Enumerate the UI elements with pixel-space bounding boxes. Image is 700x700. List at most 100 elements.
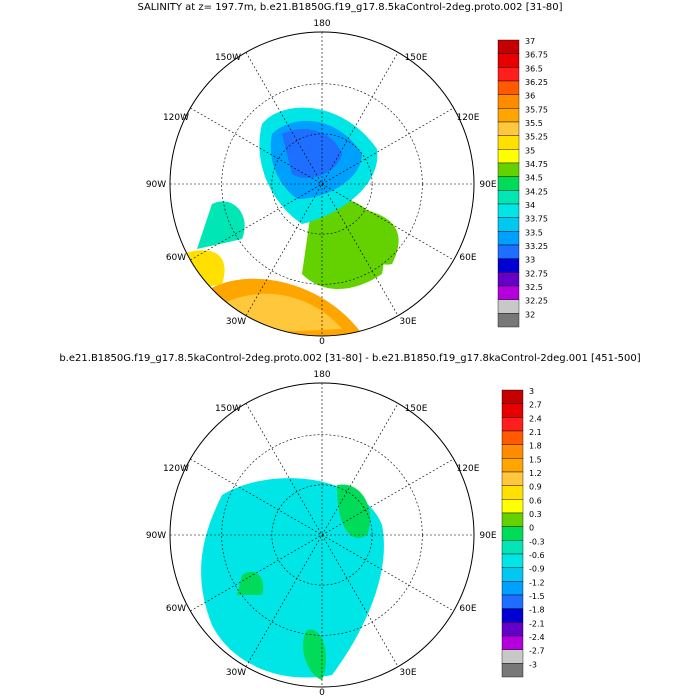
difference-positive-region xyxy=(337,484,371,538)
longitude-label-top-left: 150W xyxy=(215,404,241,414)
legend-swatch xyxy=(501,526,524,541)
legend-swatch xyxy=(501,553,524,568)
legend-swatch xyxy=(497,176,520,191)
map-title-salinity: SALINITY at z= 197.7m, b.e21.B1850G.f19_… xyxy=(137,2,563,13)
map-frame xyxy=(169,31,475,337)
longitude-label-top-right: 150E xyxy=(405,404,428,414)
legend-colorbar xyxy=(501,389,524,678)
legend-swatch xyxy=(497,217,520,232)
legend-swatch xyxy=(501,608,524,623)
legend-tick-label: 36 xyxy=(525,92,535,101)
difference-positive-atlantic xyxy=(302,629,327,680)
legend-swatch xyxy=(501,663,524,678)
graticule xyxy=(170,32,474,336)
legend-swatch xyxy=(497,258,520,273)
difference-negative-region xyxy=(201,478,384,678)
longitude-label-upper-right: 120E xyxy=(457,113,480,123)
longitude-label-bottom: 0 xyxy=(319,688,325,698)
baffin-region xyxy=(197,201,245,249)
legend-tick-label: 33.5 xyxy=(525,228,543,237)
legend-tick-label: 33.75 xyxy=(525,215,548,224)
legend-tick-label: 35.5 xyxy=(525,119,543,128)
legend-swatch xyxy=(497,149,520,164)
meridian-line xyxy=(245,52,399,316)
legend-swatch xyxy=(501,471,524,486)
legend-swatch xyxy=(501,417,524,432)
legend-swatch xyxy=(501,485,524,500)
legend-tick-label: 32.5 xyxy=(525,283,543,292)
polar-map-salinity: 180 150W 150E 120W 120E 90W 90E 60W 60E 30W 30E 0 37… xyxy=(146,19,548,344)
legend-swatch xyxy=(497,190,520,205)
legend-swatch xyxy=(497,162,520,177)
legend-tick-label: 36.75 xyxy=(525,51,548,60)
longitude-label-upper-right: 120E xyxy=(457,464,480,474)
longitude-label-top: 180 xyxy=(313,370,330,380)
legend-tick-label: -1.2 xyxy=(529,578,545,587)
legend-tick-label: 35.75 xyxy=(525,105,548,114)
longitude-label-top-right: 150E xyxy=(405,53,428,63)
legend-swatch xyxy=(501,594,524,609)
legend-tick-label: 2.1 xyxy=(529,428,542,437)
legend-swatch xyxy=(497,244,520,259)
legend-swatch xyxy=(497,67,520,82)
longitude-label-bottom-right: 30E xyxy=(399,668,416,678)
legend-swatch xyxy=(501,458,524,473)
map-title-difference: b.e21.B1850G.f19_g17.8.5kaControl-2deg.p… xyxy=(59,353,641,364)
longitude-label-top: 180 xyxy=(313,19,330,29)
legend-swatch xyxy=(501,403,524,418)
legend-tick-label: 36.25 xyxy=(525,78,548,87)
legend-tick-label: 1.8 xyxy=(529,442,542,451)
legend-swatch xyxy=(497,121,520,136)
legend-tick-label: 0.9 xyxy=(529,483,542,492)
longitude-label-bottom-left: 30W xyxy=(226,668,246,678)
legend-swatch xyxy=(497,231,520,246)
longitude-label-upper-left: 120W xyxy=(163,464,189,474)
legend-tick-label: -3 xyxy=(529,660,537,669)
legend-swatch xyxy=(501,499,524,514)
legend-tick-label: -1.5 xyxy=(529,592,545,601)
longitude-label-bottom-right: 30E xyxy=(399,317,416,327)
legend-tick-label: -2.1 xyxy=(529,619,545,628)
legend-tick-label: -0.9 xyxy=(529,565,545,574)
legend-tick-label: 32.75 xyxy=(525,269,548,278)
legend-swatch xyxy=(501,622,524,637)
legend-tick-label: 32.25 xyxy=(525,297,548,306)
legend-tick-label: 33 xyxy=(525,256,535,265)
legend-tick-label: -2.7 xyxy=(529,647,545,656)
legend-swatch xyxy=(501,567,524,582)
longitude-label-top-left: 150W xyxy=(215,53,241,63)
legend-tick-label: -0.3 xyxy=(529,537,545,546)
legend-tick-label: 34.75 xyxy=(525,160,548,169)
meridian-line xyxy=(245,403,399,667)
polar-map-difference: 180 150W 150E 120W 120E 90W 90E 60W 60E 30W 30E 0 3 2… xyxy=(146,370,545,698)
graticule xyxy=(170,383,474,687)
legend-swatch xyxy=(501,540,524,555)
legend-tick-label: -1.8 xyxy=(529,606,545,615)
legend-tick-label: 34.5 xyxy=(525,174,543,183)
legend-tick-label: 0 xyxy=(529,524,534,533)
legend-tick-label: 2.7 xyxy=(529,401,542,410)
legend-swatch xyxy=(497,285,520,300)
legend-tick-label: -2.4 xyxy=(529,633,545,642)
legend-tick-label: 37 xyxy=(525,37,535,46)
longitude-label-bottom: 0 xyxy=(319,337,325,344)
legend-tick-label: 36.5 xyxy=(525,64,543,73)
legend-tick-label: 0.3 xyxy=(529,510,542,519)
legend-swatch xyxy=(497,108,520,123)
longitude-label-upper-left: 120W xyxy=(163,113,189,123)
legend-swatch xyxy=(497,313,520,328)
legend-tick-label: 1.2 xyxy=(529,469,542,478)
map-field xyxy=(170,383,474,687)
longitude-label-left: 90W xyxy=(146,531,166,541)
map-field xyxy=(170,32,474,336)
legend-tick-label: 2.4 xyxy=(529,414,542,423)
difference-positive-baffin xyxy=(237,571,264,595)
legend-swatch xyxy=(501,581,524,596)
legend-swatch xyxy=(497,299,520,314)
longitude-label-lower-right: 60E xyxy=(459,253,476,263)
legend-tick-label: 33.25 xyxy=(525,242,548,251)
legend-swatch xyxy=(497,80,520,95)
legend-tick-label: 35.25 xyxy=(525,133,548,142)
legend-swatch xyxy=(501,430,524,445)
map-frame xyxy=(169,382,475,688)
